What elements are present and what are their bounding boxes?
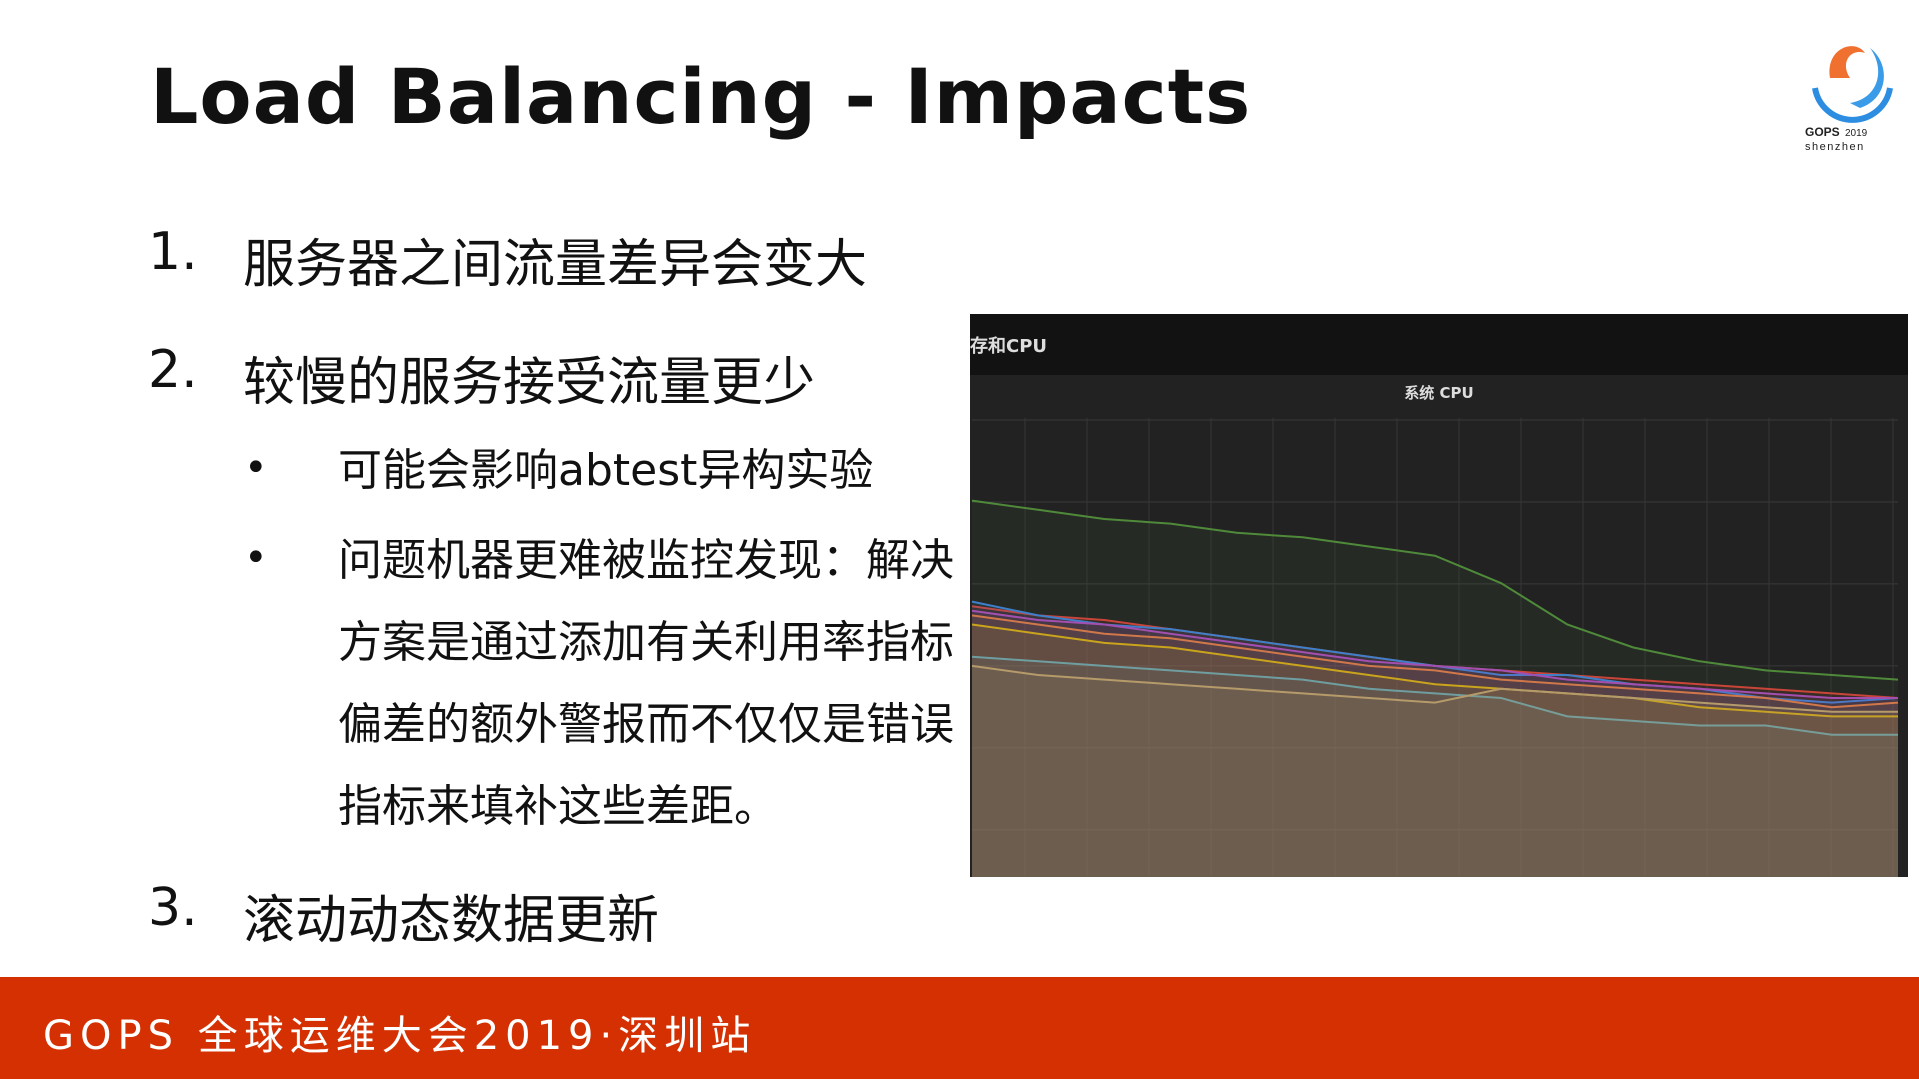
bullet-text: 问题机器更难被监控发现：解决方案是通过添加有关利用率指标偏差的额外警报而不仅仅是… (338, 535, 954, 832)
svg-text:shenzhen: shenzhen (1805, 141, 1865, 153)
series-area (972, 656, 1898, 877)
series-area (972, 601, 1898, 877)
slide-title: Load Balancing - Impacts (150, 52, 1252, 141)
series-line (971, 614, 1899, 709)
series-line (971, 623, 1898, 718)
series-area (972, 665, 1898, 877)
plot-area (971, 418, 1899, 877)
footer-bar: GOPS 全球运维大会2019·深圳站 (0, 977, 1919, 1079)
series-line (971, 499, 1899, 681)
gops-logo: GOPS 2019 shenzhen (1795, 28, 1905, 153)
panel-header: 存和CPU (970, 314, 1908, 375)
cpu-chart-screenshot: 存和CPU 系统 CPU (970, 314, 1908, 877)
bullet-text: 可能会影响abtest异构实验 (338, 445, 874, 496)
series-line (971, 609, 1898, 699)
bullet-marker: • (244, 535, 268, 581)
footer-text: GOPS 全球运维大会2019·深圳站 (43, 1013, 757, 1059)
series-area (972, 606, 1898, 877)
series-area (972, 500, 1898, 877)
chart-title: 系统 CPU (1404, 384, 1474, 402)
svg-text:GOPS: GOPS (1805, 125, 1840, 139)
series-area (972, 615, 1898, 877)
series-area (972, 610, 1898, 877)
svg-text:2019: 2019 (1845, 128, 1868, 139)
series-line (971, 664, 1898, 713)
bullet-marker: • (244, 445, 268, 491)
series-line (971, 655, 1898, 736)
series-area (972, 624, 1898, 877)
